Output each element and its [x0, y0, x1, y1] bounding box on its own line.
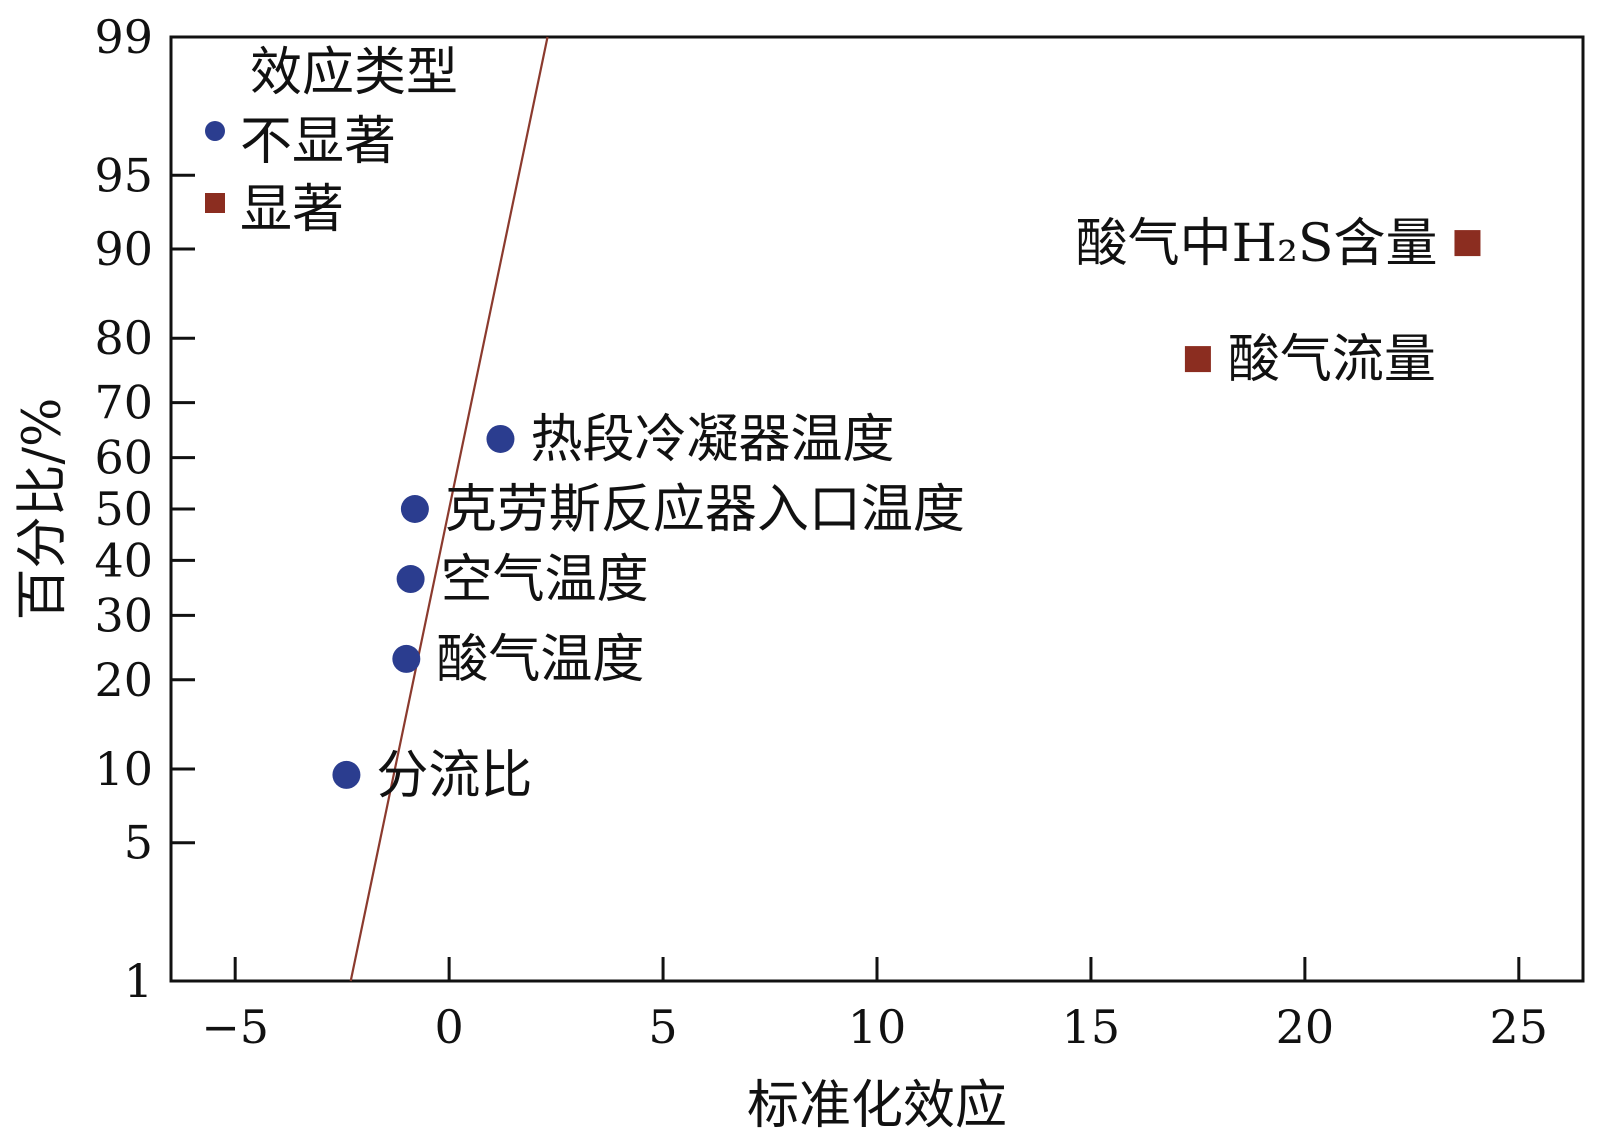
data-points: 分流比 酸气温度 空气温度 克劳斯反应器入口温度 热段冷凝器温度 酸气流量 酸气中H₂S含量	[332, 214, 1480, 806]
data-point-label: 空气温度	[441, 550, 649, 610]
data-point-label: 酸气温度	[436, 630, 644, 690]
data-point-label: 酸气中H₂S含量	[1076, 214, 1438, 274]
legend-marker-square	[205, 193, 225, 213]
data-point-square	[1454, 230, 1480, 256]
data-point-label: 分流比	[376, 746, 532, 806]
data-point-label: 热段冷凝器温度	[530, 410, 894, 470]
data-point-label: 酸气流量	[1228, 330, 1436, 390]
y-tick-label: 95	[94, 148, 153, 202]
legend-title: 效应类型	[250, 43, 458, 103]
x-tick-label: 15	[1062, 1000, 1121, 1054]
y-tick-label: 70	[94, 376, 153, 430]
x-tick-label: 20	[1276, 1000, 1335, 1054]
data-point-circle	[332, 761, 360, 789]
data-point-circle	[486, 425, 514, 453]
y-tick-label: 80	[94, 311, 153, 365]
y-tick-label: 1	[124, 954, 153, 1008]
y-tick-label: 90	[94, 222, 153, 276]
data-point-label: 克劳斯反应器入口温度	[445, 480, 965, 540]
data-point-circle	[397, 565, 425, 593]
y-tick-label: 5	[124, 816, 153, 870]
x-tick-label: 10	[848, 1000, 907, 1054]
data-point-circle	[392, 645, 420, 673]
x-tick-label: 0	[434, 1000, 463, 1054]
data-point-circle	[401, 495, 429, 523]
y-tick-label: 40	[94, 533, 153, 587]
legend-label-not-significant: 不显著	[240, 112, 396, 172]
y-tick-label: 30	[94, 588, 153, 642]
y-tick-label: 50	[94, 482, 153, 536]
data-point-square	[1185, 346, 1211, 372]
y-tick-label: 60	[94, 431, 153, 485]
x-tick-label: −5	[201, 1000, 269, 1054]
x-tick-label: 5	[648, 1000, 677, 1054]
legend-marker-circle	[205, 121, 225, 141]
y-tick-label: 99	[94, 10, 153, 64]
legend-label-significant: 显著	[240, 180, 344, 240]
y-axis-label: 百分比/%	[13, 398, 73, 621]
y-tick-label: 20	[94, 653, 153, 707]
y-tick-label: 10	[94, 742, 153, 796]
x-axis-label: 标准化效应	[747, 1076, 1007, 1136]
x-axis-ticks: −5 0 5 10 15 20 25	[201, 957, 1548, 1054]
x-tick-label: 25	[1490, 1000, 1549, 1054]
legend: 效应类型 不显著 显著	[205, 43, 458, 240]
